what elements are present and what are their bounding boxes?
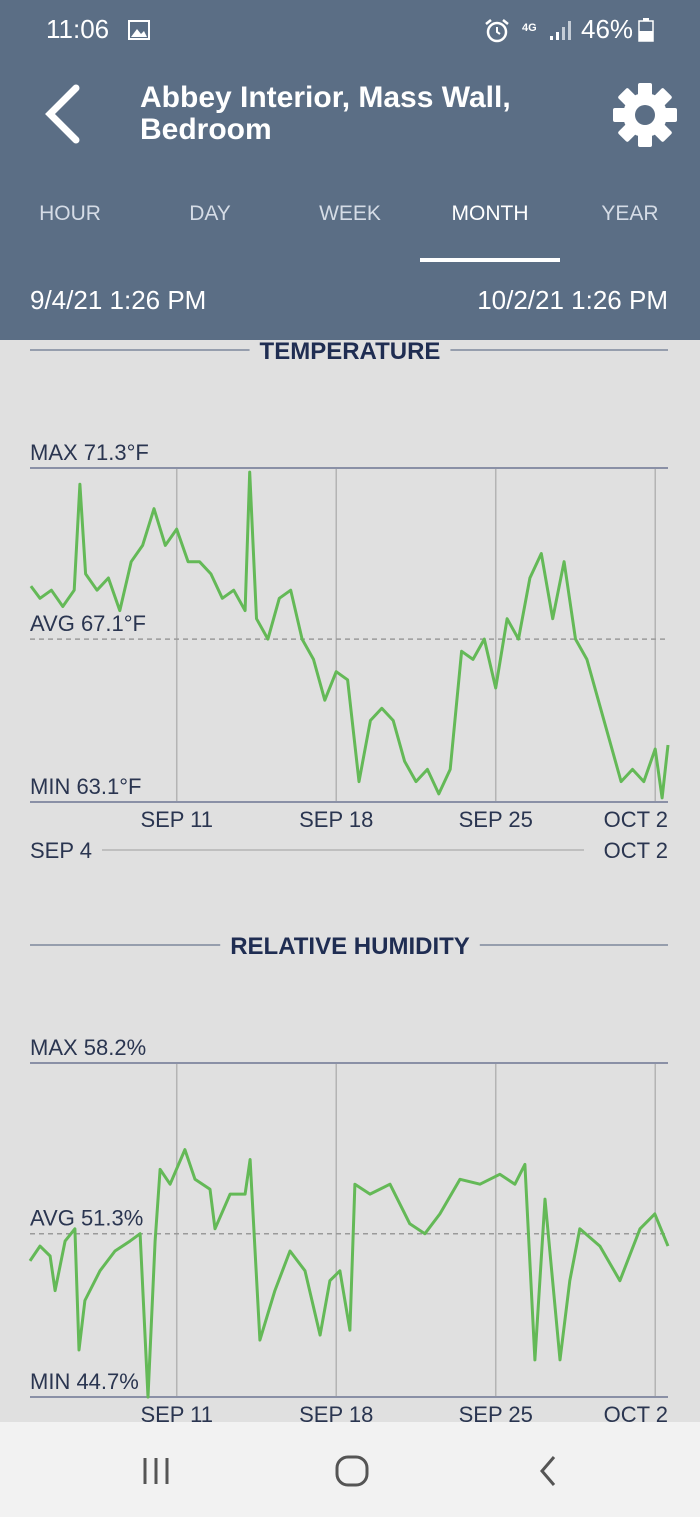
home-button[interactable] xyxy=(334,1454,370,1488)
section-title: TEMPERATURE xyxy=(260,340,441,365)
y-tick-label: MAX 58.2% xyxy=(30,1035,146,1060)
x-tick-label: SEP 25 xyxy=(459,807,533,832)
gallery-icon xyxy=(128,20,150,40)
battery-level: 46% xyxy=(581,14,634,44)
x-tick-label: SEP 25 xyxy=(459,1402,533,1422)
alarm-icon xyxy=(485,19,509,43)
tab[interactable]: DAY xyxy=(189,202,231,225)
y-tick-label: AVG 51.3% xyxy=(30,1206,143,1231)
battery-icon xyxy=(638,18,654,42)
x-tick-label: OCT 2 xyxy=(604,1402,668,1422)
settings-button[interactable] xyxy=(612,82,678,148)
network-type: 4G xyxy=(522,22,537,34)
recent-apps-button[interactable] xyxy=(140,1456,174,1486)
y-tick-label: AVG 67.1°F xyxy=(30,611,146,636)
range-end-label: OCT 2 xyxy=(604,838,668,863)
x-tick-label: SEP 11 xyxy=(140,1402,213,1422)
tab[interactable]: WEEK xyxy=(319,202,381,225)
tab[interactable]: HOUR xyxy=(39,202,101,225)
y-tick-label: MIN 63.1°F xyxy=(30,774,142,799)
signal-icon xyxy=(550,21,571,40)
section-title: RELATIVE HUMIDITY xyxy=(230,933,470,960)
status-time: 11:06 xyxy=(46,14,110,44)
range-start-label: SEP 4 xyxy=(30,838,92,863)
tab[interactable]: MONTH xyxy=(451,202,529,225)
charts: TEMPERATURE SEP 11 SEP 18 SEP 25 OCT 2 MIN 63… xyxy=(28,340,670,1422)
data-line xyxy=(29,470,670,800)
y-tick-label: MIN 44.7% xyxy=(30,1369,139,1394)
range-start: 9/4/21 1:26 PM xyxy=(30,285,207,315)
x-tick-label: SEP 11 xyxy=(140,807,213,832)
y-tick-label: MAX 71.3°F xyxy=(30,440,149,465)
navigation-bar xyxy=(0,1422,700,1517)
x-tick-label: OCT 2 xyxy=(604,807,668,832)
back-nav-button[interactable] xyxy=(536,1454,560,1488)
page-title: Abbey Interior, Mass Wall, Bedroom xyxy=(140,81,511,146)
header: 11:06 4G 46% Abbey Interior, Mass Wall, … xyxy=(0,0,700,340)
back-button[interactable] xyxy=(40,82,84,146)
data-line xyxy=(28,1148,670,1399)
range-end: 10/2/21 1:26 PM xyxy=(477,285,668,315)
x-tick-label: SEP 18 xyxy=(299,807,373,832)
tab[interactable]: YEAR xyxy=(601,202,659,225)
x-tick-label: SEP 18 xyxy=(299,1402,373,1422)
active-tab-indicator xyxy=(420,258,560,262)
